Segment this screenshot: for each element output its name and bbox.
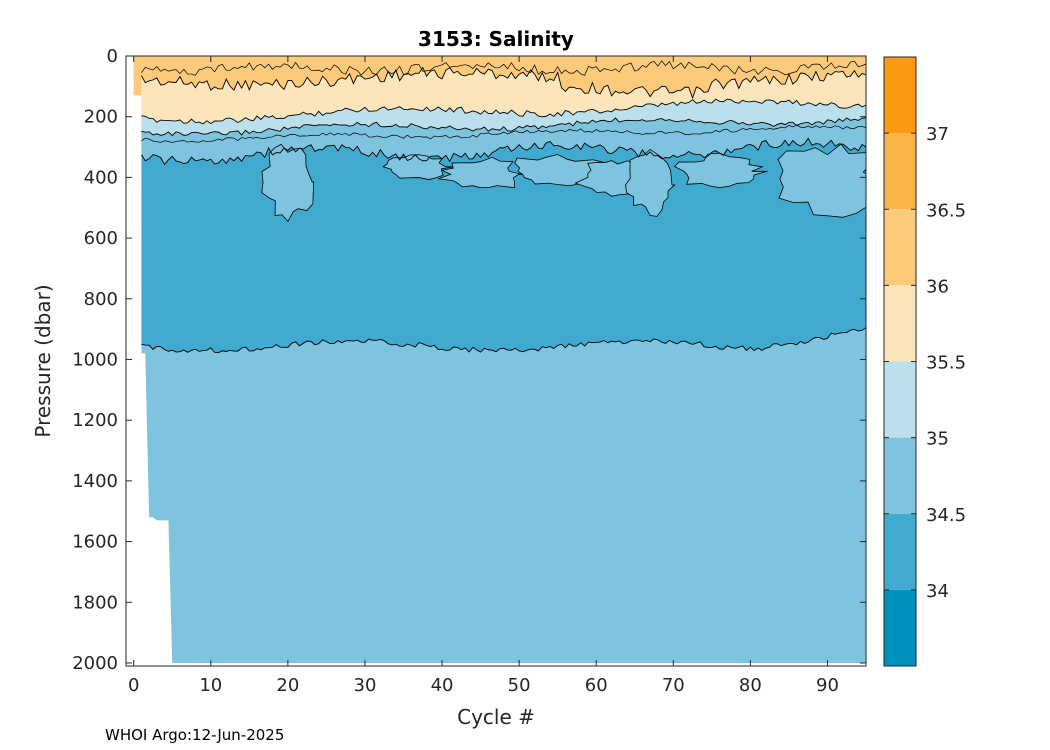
- band-34-34.5: [141, 138, 866, 353]
- x-tick-label: 20: [276, 675, 299, 696]
- x-tick-label: 50: [508, 675, 531, 696]
- contour-bands: [133, 56, 866, 663]
- colorbar-tick-label: 37: [926, 124, 949, 145]
- x-tick-label: 40: [431, 675, 454, 696]
- x-tick-label: 10: [199, 675, 222, 696]
- contour-lines: [141, 60, 866, 354]
- band-cycle0: [133, 56, 142, 96]
- colorbar-tick-label: 35.5: [926, 353, 966, 374]
- x-tick-label: 60: [585, 675, 608, 696]
- band-deep-34.5-35: [141, 327, 866, 663]
- y-tick-label: 2000: [72, 653, 118, 674]
- colorbar: 34 34.5 35 35.5 36 36.5 37: [883, 56, 966, 667]
- band-intrusion: [437, 156, 523, 189]
- colorbar-tick-label: 36: [926, 276, 949, 297]
- x-axis-label: Cycle #: [457, 705, 535, 729]
- x-axis: 0 10 20 30 40 50 60 70 80 90: [128, 56, 839, 696]
- colorbar-swatch: [884, 57, 916, 134]
- colorbar-swatch: [884, 133, 916, 210]
- colorbar-swatch: [884, 589, 916, 666]
- band-35-35.5: [141, 99, 866, 136]
- y-tick-label: 1800: [72, 592, 118, 613]
- contour-line: [141, 98, 866, 125]
- plot-area: [125, 55, 867, 667]
- y-tick-label: 1400: [72, 471, 118, 492]
- band-34.5-35: [141, 117, 866, 165]
- contour-line: [141, 137, 866, 166]
- colorbar-swatch: [884, 437, 916, 514]
- y-tick-label: 1600: [72, 532, 118, 553]
- plot-frame: [125, 55, 867, 667]
- band-intrusion: [382, 154, 455, 180]
- band-intrusion: [261, 143, 315, 223]
- y-axis: 0 200 400 600 800 1000 1200 1400 1600 1800 2000: [72, 46, 866, 674]
- y-tick-label: 600: [84, 228, 118, 249]
- band-intrusion: [625, 148, 676, 217]
- y-tick-label: 800: [84, 289, 118, 310]
- band-36-36.5: [141, 56, 866, 98]
- colorbar-tick-label: 34: [926, 581, 949, 602]
- y-tick-label: 1000: [72, 349, 118, 370]
- x-tick-label: 30: [354, 675, 377, 696]
- y-axis-label: Pressure (dbar): [31, 284, 55, 437]
- chart-title: 3153: Salinity: [418, 27, 574, 51]
- x-tick-label: 80: [739, 675, 762, 696]
- contour-line: [141, 66, 866, 100]
- band-intrusion: [674, 152, 768, 189]
- x-tick-label: 90: [816, 675, 839, 696]
- colorbar-swatch: [884, 209, 916, 286]
- contour-line: [141, 60, 866, 76]
- colorbar-swatch: [884, 513, 916, 590]
- contour-line: [141, 124, 866, 144]
- colorbar-tick-label: 35: [926, 429, 949, 450]
- colorbar-swatch: [884, 285, 916, 362]
- y-tick-label: 0: [107, 46, 118, 67]
- footer-credit: WHOI Argo:12-Jun-2025: [105, 726, 284, 744]
- colorbar-swatch: [884, 361, 916, 438]
- band-intrusion: [777, 143, 866, 218]
- y-tick-label: 400: [84, 167, 118, 188]
- x-tick-label: 0: [128, 675, 139, 696]
- colorbar-tick-label: 34.5: [926, 505, 966, 526]
- y-tick-label: 1200: [72, 410, 118, 431]
- y-tick-label: 200: [84, 107, 118, 128]
- contour-line: [141, 327, 866, 354]
- contour-line: [141, 117, 866, 137]
- x-tick-label: 70: [662, 675, 685, 696]
- band-35.5-36: [141, 67, 866, 124]
- colorbar-tick-label: 36.5: [926, 200, 966, 221]
